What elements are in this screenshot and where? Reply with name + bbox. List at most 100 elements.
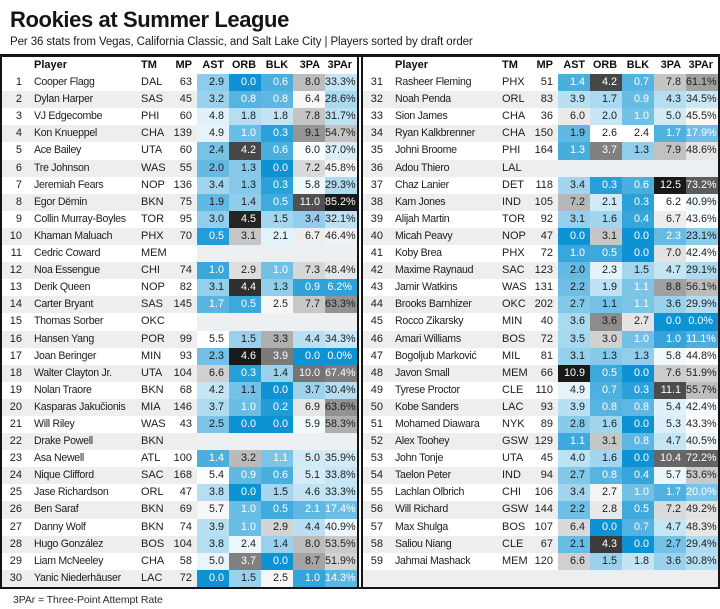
- player-name: Micah Peavy: [390, 227, 501, 246]
- stat-cell-blk: 0.7: [622, 74, 654, 92]
- team-cell: PHX: [502, 247, 525, 260]
- player-name: Ryan Kalkbrenner: [390, 125, 501, 143]
- rank-cell: 21: [9, 417, 22, 430]
- stat-cell-blk: 1.1: [261, 450, 293, 468]
- column-header-orb: ORB: [232, 59, 256, 71]
- player-name: Carter Bryant: [29, 296, 140, 314]
- stat-cell-pa3: 7.6: [654, 364, 686, 382]
- stat-cell-ast: 0.0: [197, 569, 229, 587]
- stat-cell-blk: 0.4: [622, 210, 654, 228]
- stat-cell-blk: 0.6: [261, 74, 293, 92]
- player-name: Rasheer Fleming: [395, 76, 472, 89]
- player-name: Alijah Martin: [395, 212, 450, 225]
- mp-cell: 43: [179, 417, 192, 430]
- rank-cell: 6: [2, 159, 29, 177]
- player-name: Kam Jones: [390, 193, 501, 211]
- mp-cell: 118: [535, 178, 553, 191]
- player-name: Khaman Maluach: [29, 227, 140, 246]
- team-cell: OKC: [141, 315, 165, 328]
- stat-cell-ast: 5.5: [197, 330, 229, 348]
- player-name: Alex Toohey: [390, 433, 501, 451]
- team-cell: ORL: [501, 91, 531, 109]
- stat-cell-orb: 0.0: [229, 74, 261, 92]
- column-header-player: Player: [395, 59, 429, 71]
- rank-cell: 37: [370, 178, 383, 191]
- player-name: Adou Thiero: [390, 159, 501, 177]
- stat-cell-ast: 3.6: [558, 313, 590, 331]
- player-name: Amari Williams: [390, 330, 501, 348]
- player-name: Kasparas Jakučionis: [29, 398, 140, 416]
- team-cell: MEM: [501, 364, 531, 382]
- player-name: Taelon Peter: [390, 467, 501, 485]
- stat-cell-par3: 40.9%: [325, 518, 357, 536]
- rank-cell: 52: [363, 433, 390, 451]
- mp-cell: 72: [540, 247, 553, 260]
- team-cell: CHA: [501, 125, 531, 143]
- rank-cell: 45: [370, 315, 383, 328]
- rank-cell: 40: [363, 227, 390, 246]
- rank-cell: 47: [370, 349, 383, 362]
- stat-cell-pa3: 5.0: [654, 108, 686, 126]
- stat-cell-ast: 2.8: [558, 415, 590, 434]
- stat-cell-ast: 4.9: [197, 125, 229, 143]
- stat-cell-orb: 3.1: [229, 227, 261, 246]
- table-panel-left: Player TM MP AST ORB BLK 3PA 3PAr 1 Cooper Flagg D…: [2, 57, 357, 587]
- rank-cell: 33: [370, 110, 383, 123]
- mp-cell: 68: [179, 383, 192, 396]
- player-name: Ace Bailey: [34, 144, 82, 157]
- rank-cell: 25: [9, 486, 22, 499]
- team-cell: LAC: [501, 398, 531, 416]
- stat-cell-blk: 0.0: [622, 245, 654, 263]
- rank-cell: 14: [2, 296, 29, 314]
- stat-cell-pa3: 2.1: [293, 501, 325, 519]
- stat-cell-par3: 29.4%: [686, 535, 718, 553]
- rank-cell: 26: [2, 501, 29, 519]
- mp-cell: 47: [179, 486, 192, 499]
- stat-cell-par3: 43.6%: [686, 210, 718, 228]
- team-cell: BOS: [501, 330, 531, 348]
- column-header-ast: AST: [202, 59, 224, 71]
- stat-cell-blk: 0.5: [261, 501, 293, 519]
- stat-cell-blk: 0.0: [261, 415, 293, 434]
- stat-cell-ast: 6.6: [558, 552, 590, 570]
- rank-cell: 8: [2, 193, 29, 211]
- stat-cell-orb: 0.5: [590, 364, 622, 382]
- stat-cell-ast: 6.4: [558, 518, 590, 536]
- mp-cell: [170, 313, 197, 330]
- stat-cell-pa3: 7.2: [293, 159, 325, 177]
- team-cell: BOS: [140, 535, 170, 553]
- column-header-3pa: 3PA: [299, 59, 320, 71]
- team-cell: POR: [140, 330, 170, 348]
- stat-cell-pa3: 7.0: [654, 245, 686, 263]
- stats-table: Player TM MP AST ORB BLK 3PA 3PAr 1 Cooper Flagg D…: [0, 54, 720, 589]
- stat-cell-pa3: 1.0: [293, 569, 325, 587]
- stat-cell-pa3: 2.3: [654, 227, 686, 246]
- stat-cell-par3: 53.5%: [325, 535, 357, 553]
- column-header-ast: AST: [563, 59, 585, 71]
- rank-cell: 9: [15, 212, 22, 225]
- player-name: Egor Dëmin: [29, 193, 140, 211]
- rank-cell: 1: [15, 76, 22, 89]
- stat-cell-blk: 1.5: [622, 262, 654, 280]
- rank-cell: 38: [363, 193, 390, 211]
- rank-cell: 7: [15, 178, 22, 191]
- player-name: Hugo González: [29, 535, 140, 553]
- stat-cell-blk: 0.5: [261, 193, 293, 211]
- stat-cell-par3: 43.3%: [686, 415, 718, 434]
- player-name: Nolan Traore: [34, 383, 92, 396]
- stat-cell-blk: 1.1: [622, 279, 654, 297]
- player-name: Jahmai Mashack: [395, 554, 471, 567]
- mp-cell: 45: [540, 452, 553, 465]
- team-cell: NOP: [141, 178, 165, 191]
- stat-cell-blk: 0.0: [622, 535, 654, 553]
- team-cell: BKN: [140, 501, 170, 519]
- stat-cell-par3: 14.3%: [325, 569, 357, 587]
- stat-cell-par3: 61.1%: [686, 74, 718, 92]
- team-cell: SAC: [140, 467, 170, 485]
- team-cell: NOP: [501, 227, 531, 246]
- team-cell: CLE: [501, 535, 531, 553]
- stat-cell-ast: 1.3: [558, 142, 590, 160]
- mp-cell: 139: [170, 125, 197, 143]
- stat-cell-pa3: 3.7: [293, 381, 325, 399]
- team-cell: LAC: [140, 569, 170, 587]
